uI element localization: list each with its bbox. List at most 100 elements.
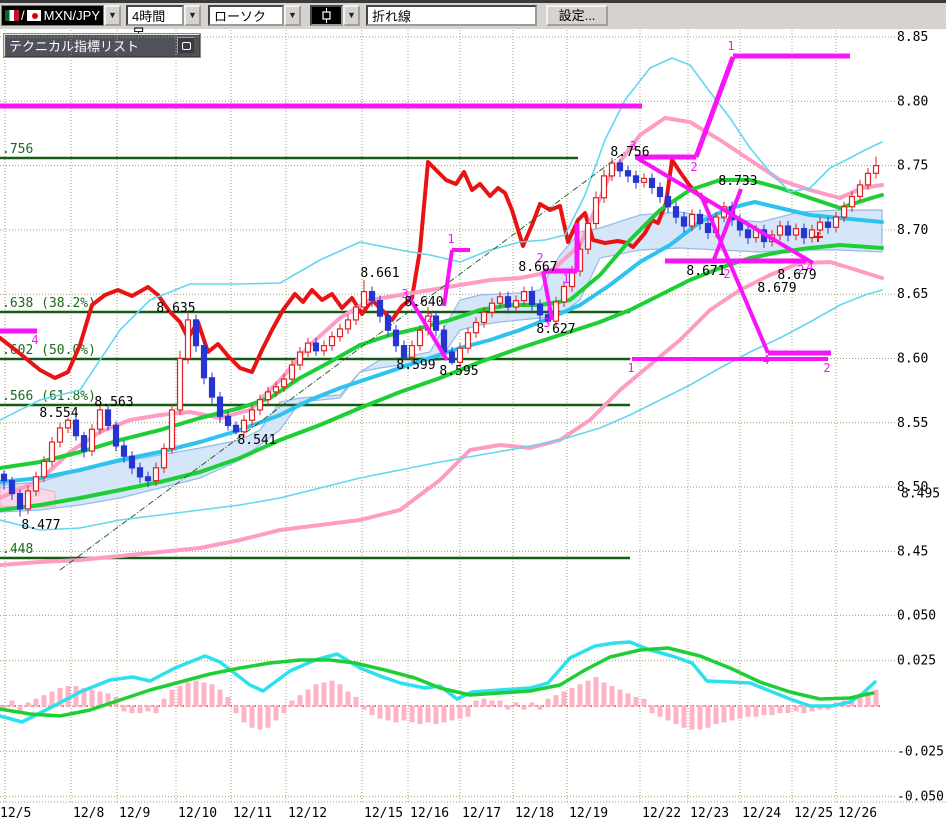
candle-style-dropdown-arrow-icon[interactable]: ▼ [343,5,360,26]
macd-green-line [0,646,875,718]
fib-retracement: .756 .638 (38.2%) .602 (50.0%) .566 (61.8%)… [0,142,630,560]
svg-text:8.667: 8.667 [518,260,557,275]
window-top-edge [0,0,946,3]
japan-flag-icon [26,10,41,21]
svg-text:8.627: 8.627 [536,322,575,337]
svg-text:2: 2 [823,361,830,375]
svg-text:8.756: 8.756 [610,145,649,160]
svg-text:8.541: 8.541 [237,433,276,448]
symbol-dropdown-arrow-icon[interactable]: ▼ [104,5,121,26]
svg-text:12/15: 12/15 [364,806,403,821]
svg-text:8.55: 8.55 [897,416,928,431]
svg-text:2: 2 [797,263,804,277]
svg-text:8.679: 8.679 [757,281,796,296]
candlestick-icon [322,8,331,23]
svg-text:8.661: 8.661 [360,266,399,281]
svg-text:12/8: 12/8 [73,806,104,821]
ma-green-slow [0,243,884,512]
svg-text:12/5: 12/5 [0,806,31,821]
band-cyan-thin-lower [0,289,883,531]
svg-text:0.025: 0.025 [897,654,936,669]
svg-text:12/19: 12/19 [569,806,608,821]
svg-text:12/23: 12/23 [690,806,729,821]
svg-text:8.85: 8.85 [897,30,928,45]
svg-text:12/12: 12/12 [288,806,327,821]
svg-text:8.733: 8.733 [718,174,757,189]
svg-text:12/17: 12/17 [462,806,501,821]
svg-text:4: 4 [806,260,813,274]
svg-text:1: 1 [727,39,734,53]
svg-text:8.635: 8.635 [156,301,195,316]
symbol-selector[interactable]: / MXN/JPY [1,5,104,26]
svg-text:1: 1 [562,272,569,286]
svg-text:8.70: 8.70 [897,223,928,238]
svg-text:3: 3 [543,316,550,330]
symbol-label: MXN/JPY [43,8,100,23]
svg-text:8.495: 8.495 [901,487,940,502]
svg-text:12/22: 12/22 [642,806,681,821]
svg-text:8.679: 8.679 [777,268,816,283]
svg-text:3: 3 [401,287,408,301]
svg-text:8.50: 8.50 [897,480,928,495]
mexico-flag-icon [5,10,20,21]
svg-text:2: 2 [723,267,730,281]
svg-text:4: 4 [762,353,769,367]
bollinger-pink-lower [0,260,884,567]
svg-text:1: 1 [627,361,634,375]
technical-indicator-list-panel[interactable]: テクニカル指標リスト [4,34,200,57]
svg-text:12/11: 12/11 [233,806,272,821]
svg-text:12/26: 12/26 [838,806,877,821]
restore-window-icon[interactable] [177,37,195,54]
red-overlay-line [0,158,708,380]
price-axis: 8.85 8.80 8.75 8.70 8.65 8.60 8.55 8.50 8.45 8.49… [897,30,944,805]
svg-text:12/18: 12/18 [515,806,554,821]
band-cyan-thin-upper [0,57,883,421]
settings-button[interactable]: 設定... [546,5,608,26]
svg-text:.566 (61.8%): .566 (61.8%) [2,389,96,404]
chart-type-dropdown-arrow-icon[interactable]: ▼ [284,5,301,26]
svg-text:.602 (50.0%): .602 (50.0%) [2,343,96,358]
svg-text:2: 2 [426,311,433,325]
chart-toolbar: / MXN/JPY ▼ 4時間足 ▼ ローソク ▼ ▼ 折れ線 設定... [0,3,946,41]
svg-text:8.563: 8.563 [94,395,133,410]
svg-text:8.60: 8.60 [897,352,928,367]
date-axis: 12/5 12/8 12/9 12/10 12/11 12/12 12/15 12/16 12/… [0,806,877,821]
svg-text:8.45: 8.45 [897,544,928,559]
svg-text:12/25: 12/25 [794,806,833,821]
chart-type-select[interactable]: ローソク [208,5,284,26]
ma-green-fast [0,178,884,470]
line-style-input[interactable]: 折れ線 [366,5,537,26]
svg-text:8.80: 8.80 [897,94,928,109]
svg-text:8.671: 8.671 [686,264,725,279]
svg-text:.448: .448 [2,542,33,557]
svg-text:12/10: 12/10 [178,806,217,821]
panel-title: テクニカル指標リスト [9,39,140,54]
svg-text:8.75: 8.75 [897,159,928,174]
ma-cyan-mid [0,200,884,484]
svg-text:8.595: 8.595 [439,364,478,379]
svg-text:-0.050: -0.050 [897,790,944,805]
svg-text:3: 3 [629,139,636,153]
trend-line[interactable] [59,151,626,571]
svg-text:0.050: 0.050 [897,608,936,623]
bollinger-pink-upper [0,116,884,500]
chart-canvas[interactable]: .756 .638 (38.2%) .602 (50.0%) .566 (61.8%)… [0,29,946,822]
svg-text:2: 2 [690,160,697,174]
candle-style-select[interactable] [310,5,343,26]
svg-text:12/24: 12/24 [742,806,781,821]
svg-text:8.477: 8.477 [21,518,60,533]
svg-text:-0.025: -0.025 [897,744,944,759]
svg-text:12/16: 12/16 [410,806,449,821]
svg-text:2: 2 [536,251,543,265]
svg-text:4: 4 [31,333,38,347]
svg-text:.638 (38.2%): .638 (38.2%) [2,296,96,311]
svg-text:8.554: 8.554 [39,406,78,421]
svg-text:1: 1 [447,232,454,246]
timeframe-dropdown-arrow-icon[interactable]: ▼ [184,5,201,26]
timeframe-select[interactable]: 4時間足 [126,5,184,41]
svg-text:8.599: 8.599 [396,358,435,373]
svg-text:12/9: 12/9 [119,806,150,821]
